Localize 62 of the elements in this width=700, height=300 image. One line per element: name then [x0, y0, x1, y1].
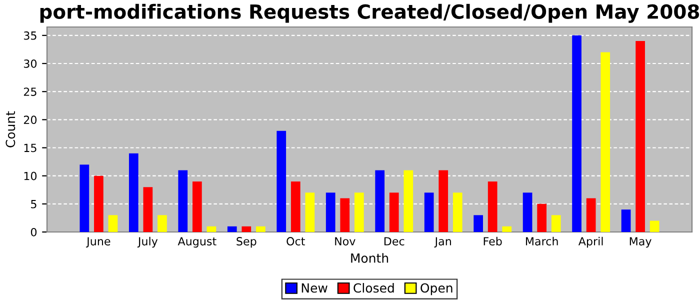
bar: [600, 52, 610, 232]
bar: [636, 41, 645, 232]
y-tick-label: 20: [24, 116, 37, 124]
x-tick-label: Oct: [286, 237, 305, 246]
bar: [424, 192, 434, 232]
bar: [650, 220, 660, 232]
x-tick-label: Dec: [384, 237, 404, 246]
bar: [537, 204, 547, 232]
legend-label: Open: [420, 283, 452, 296]
x-tick-label: August: [178, 237, 216, 248]
bar: [242, 226, 252, 232]
y-tick-label: 35: [24, 31, 36, 40]
x-tick-label: Sep: [236, 237, 256, 248]
legend-label: Closed: [354, 283, 394, 293]
y-axis-title: Count: [6, 111, 16, 148]
bar: [158, 215, 167, 232]
y-tick-label: 15: [24, 144, 36, 152]
bar: [143, 187, 153, 232]
x-tick-label: June: [86, 237, 110, 248]
bar: [621, 210, 631, 232]
bar: [452, 192, 462, 232]
bar: [276, 130, 286, 232]
bar: [502, 226, 512, 232]
bar: [108, 215, 118, 232]
bar: [256, 226, 266, 232]
x-tick-label: March: [526, 236, 558, 246]
bar: [551, 215, 561, 232]
x-tick-label: April: [578, 236, 603, 248]
bar: [206, 226, 216, 232]
bar: [305, 192, 315, 232]
bar: [192, 181, 202, 232]
bar: [404, 170, 414, 232]
bar: [389, 192, 399, 232]
bar: [290, 181, 300, 232]
y-tick-label: 0: [30, 228, 37, 236]
bar: [94, 176, 104, 232]
y-tick-label: 5: [31, 200, 36, 208]
y-tick-label: 25: [24, 88, 36, 96]
bar: [326, 192, 336, 232]
x-tick-label: Feb: [484, 236, 502, 246]
bar: [522, 192, 532, 232]
bar: [80, 164, 90, 232]
x-tick-label: May: [630, 237, 652, 248]
x-tick-label: Nov: [335, 237, 356, 246]
bar: [474, 215, 483, 232]
bar: [354, 192, 364, 232]
bar: [227, 226, 237, 232]
x-tick-label: July: [137, 236, 158, 248]
y-tick-label: 10: [24, 172, 37, 180]
bar: [586, 198, 596, 232]
legend-label: New: [302, 283, 328, 293]
bar: [340, 198, 350, 232]
bar: [572, 35, 582, 232]
x-tick-label: Jan: [434, 237, 451, 248]
bar: [488, 181, 498, 232]
x-axis-title: Month: [351, 253, 388, 263]
chart-title: port-modifications Requests Created/Closed/Open May 2008: [40, 4, 700, 23]
bar: [375, 170, 385, 232]
bar: [438, 170, 448, 232]
y-tick-label: 30: [24, 59, 37, 68]
bar: [178, 170, 188, 232]
bar: [128, 153, 138, 232]
